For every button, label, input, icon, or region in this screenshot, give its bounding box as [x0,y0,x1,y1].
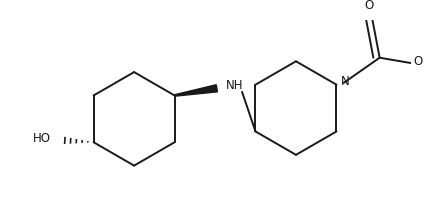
Text: HO: HO [32,132,50,145]
Polygon shape [174,85,218,96]
Text: N: N [341,75,350,89]
Text: O: O [414,55,423,68]
Text: O: O [364,0,374,12]
Text: NH: NH [226,79,244,92]
